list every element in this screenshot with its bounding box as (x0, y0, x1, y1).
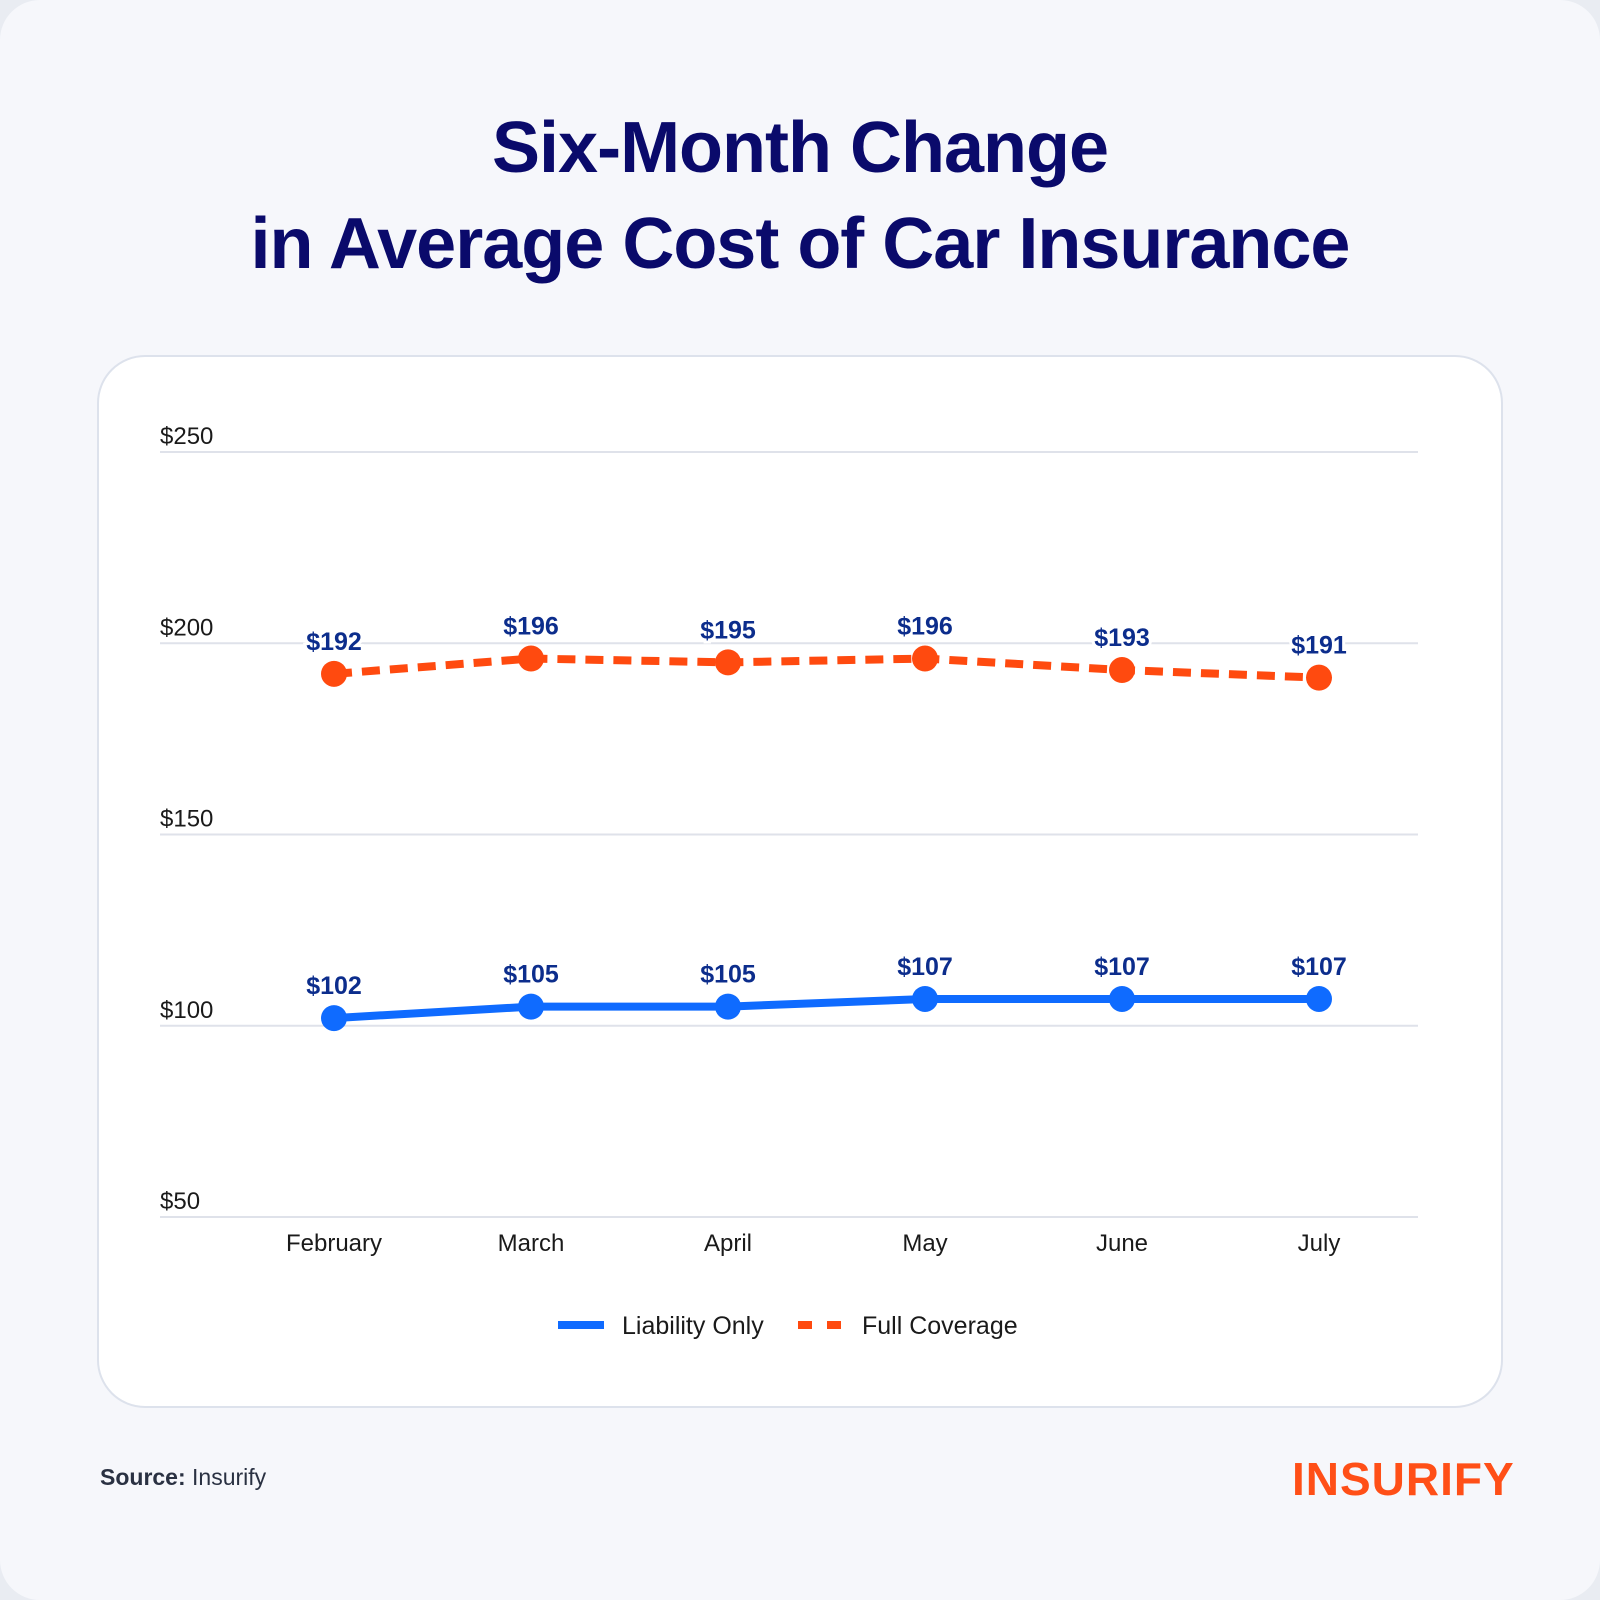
data-point (715, 649, 741, 676)
y-tick-label: $200 (160, 614, 213, 641)
data-label: $191 (1291, 632, 1347, 660)
data-label: $196 (503, 613, 559, 641)
data-point (518, 993, 544, 1020)
x-tick-label: June (1096, 1230, 1148, 1257)
data-point (1109, 985, 1135, 1012)
x-tick-label: July (1298, 1230, 1341, 1257)
full-coverage-line (333, 654, 1320, 682)
data-point (715, 993, 741, 1020)
data-point (1306, 664, 1332, 691)
insurify-logo: INSURIFY (1292, 1453, 1515, 1505)
source-note: Source: Insurify (100, 1464, 266, 1491)
data-point (912, 645, 938, 672)
x-tick-label: February (286, 1230, 382, 1257)
title-line-1: Six-Month Change (492, 108, 1109, 188)
data-label: $193 (1094, 624, 1150, 652)
source-value: Insurify (192, 1464, 267, 1490)
data-point (1109, 657, 1135, 684)
data-label: $195 (700, 616, 756, 644)
data-label: $107 (1094, 953, 1150, 981)
data-label: $102 (306, 972, 362, 1000)
x-tick-label: March (498, 1230, 565, 1257)
data-label: $107 (897, 953, 953, 981)
data-point (321, 660, 347, 687)
y-tick-label: $250 (160, 423, 213, 450)
x-tick-label: April (704, 1230, 752, 1257)
data-point (518, 645, 544, 672)
legend-label-full-coverage: Full Coverage (862, 1312, 1018, 1340)
y-tick-label: $150 (160, 806, 213, 833)
data-label: $107 (1291, 953, 1347, 981)
source-label: Source: (100, 1464, 186, 1490)
data-point (1306, 985, 1332, 1012)
data-label: $192 (306, 628, 362, 656)
page-title: Six-Month Change in Average Cost of Car … (0, 100, 1600, 292)
liability-only-line (333, 994, 1319, 1023)
title-line-2: in Average Cost of Car Insurance (250, 204, 1351, 284)
data-label: $105 (700, 961, 756, 989)
x-tick-label: May (902, 1230, 947, 1257)
y-tick-label: $100 (160, 997, 213, 1024)
y-tick-label: $50 (160, 1188, 200, 1215)
data-point (912, 985, 938, 1012)
data-point (321, 1005, 347, 1032)
legend-label-liability-only: Liability Only (622, 1312, 764, 1340)
data-label: $105 (503, 961, 559, 989)
data-label: $196 (897, 613, 953, 641)
chart-card (97, 355, 1503, 1408)
